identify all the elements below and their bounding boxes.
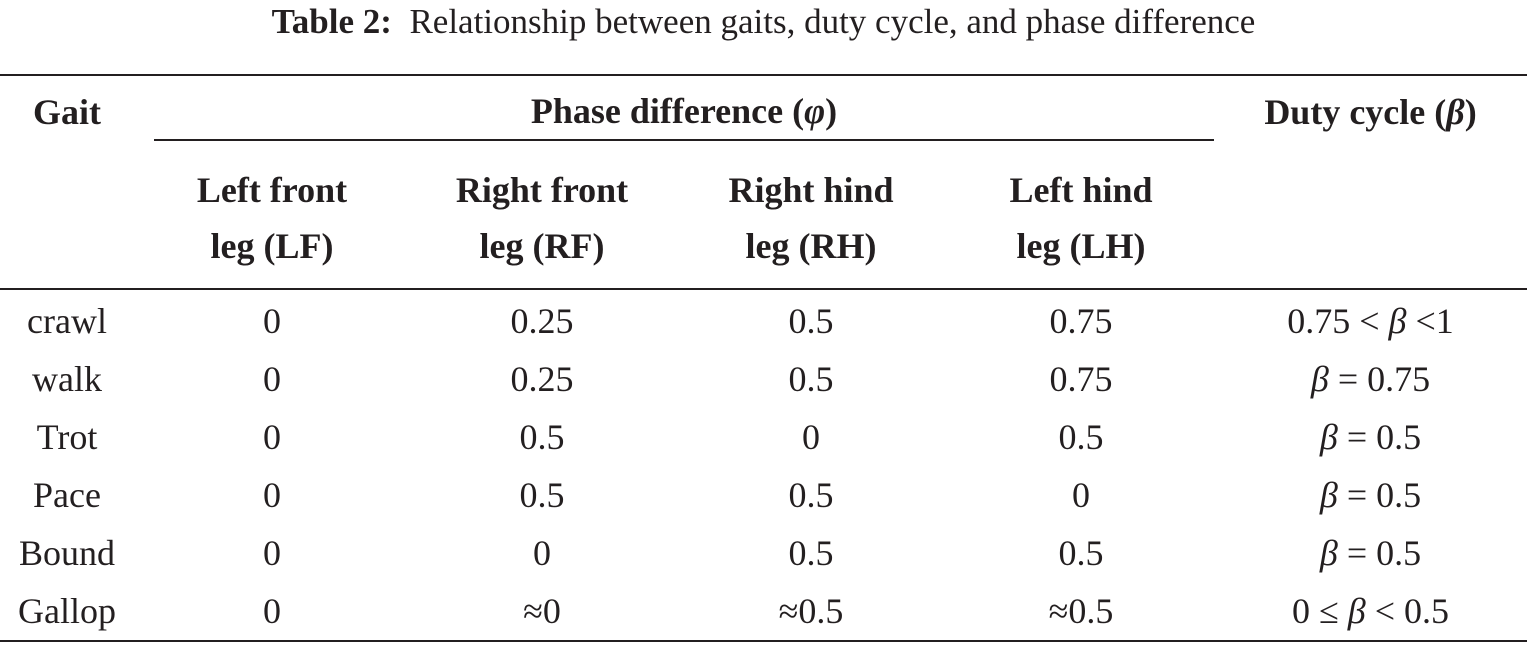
phase-group-rule: Phase difference (φ) (154, 83, 1215, 141)
beta-symbol: β (1388, 301, 1407, 341)
cell-lf: 0 (263, 301, 281, 341)
cell-lh: 0.5 (1058, 533, 1104, 573)
table-row: Pace 0 0.5 0.5 0 β = 0.5 (0, 466, 1527, 524)
table-row: walk 0 0.25 0.5 0.75 β = 0.75 (0, 350, 1527, 408)
beta-symbol: β (1347, 591, 1366, 631)
cell-duty: β = 0.5 (1214, 466, 1527, 524)
duty-suffix: = 0.5 (1337, 475, 1422, 515)
table-row: Bound 0 0 0.5 0.5 β = 0.5 (0, 524, 1527, 582)
table-caption: Table 2: Relationship between gaits, dut… (0, 0, 1527, 48)
cell-lh: 0.75 (1049, 301, 1113, 341)
header-rh: Right hind leg (RH) (674, 148, 948, 288)
cell-gait: Pace (33, 475, 101, 515)
cell-rf: ≈0 (410, 582, 674, 642)
cell-lh: 0 (1072, 475, 1090, 515)
duty-suffix: = 0.75 (1328, 359, 1431, 399)
header-lf-line2: leg (LF) (210, 226, 334, 266)
header-lh: Left hind leg (LH) (948, 148, 1214, 288)
cell-rh: 0.5 (788, 301, 834, 341)
table-row: Gallop 0 ≈0 ≈0.5 ≈0.5 0 ≤ β < 0.5 (0, 582, 1527, 642)
beta-symbol: β (1310, 359, 1329, 399)
cell-rh: 0 (802, 417, 820, 457)
beta-symbol: β (1319, 533, 1338, 573)
cell-rf: 0.5 (519, 475, 565, 515)
header-rf-line2: leg (RF) (479, 226, 605, 266)
phi-symbol: φ (804, 91, 826, 131)
cell-duty: β = 0.5 (1214, 408, 1527, 466)
header-duty-pre: Duty cycle ( (1264, 92, 1447, 132)
header-lf-line1: Left front (196, 170, 348, 210)
header-duty-cycle: Duty cycle (β) (1214, 74, 1527, 288)
header-lh-line2: leg (LH) (1016, 226, 1146, 266)
cell-duty: 0 ≤ β < 0.5 (1214, 582, 1527, 642)
table-row: crawl 0 0.25 0.5 0.75 0.75 < β <1 (0, 289, 1527, 350)
cell-lf: 0 (263, 533, 281, 573)
cell-rf: 0.25 (510, 359, 574, 399)
table-body: crawl 0 0.25 0.5 0.75 0.75 < β <1 walk 0… (0, 289, 1527, 642)
beta-symbol: β (1319, 475, 1338, 515)
cell-lh: 0.5 (1058, 417, 1104, 457)
cell-rh: 0.5 (788, 475, 834, 515)
cell-gait: Trot (36, 417, 98, 457)
cell-gait: walk (32, 359, 102, 399)
header-phase-pre: Phase difference ( (530, 91, 805, 131)
cell-lf: 0 (134, 582, 410, 642)
header-rf: Right front leg (RF) (410, 148, 674, 288)
table-row: Trot 0 0.5 0 0.5 β = 0.5 (0, 408, 1527, 466)
caption-text: Relationship between gaits, duty cycle, … (409, 2, 1256, 41)
header-lf: Left front leg (LF) (134, 148, 410, 288)
cell-rh: ≈0.5 (674, 582, 948, 642)
beta-symbol: β (1446, 92, 1465, 132)
duty-suffix: = 0.5 (1337, 417, 1422, 457)
cell-gait: Gallop (0, 582, 134, 642)
gait-table: Gait Phase difference (φ) Duty cycle (β)… (0, 74, 1527, 642)
caption-label: Table 2: (271, 2, 392, 41)
header-phase-post: ) (825, 91, 838, 131)
cell-lh: 0.75 (1049, 359, 1113, 399)
duty-prefix: 0 ≤ (1292, 591, 1348, 631)
cell-rf: 0 (533, 533, 551, 573)
cell-rh: 0.5 (788, 533, 834, 573)
header-rh-line2: leg (RH) (745, 226, 877, 266)
cell-lf: 0 (263, 359, 281, 399)
header-gait: Gait (0, 74, 134, 288)
cell-rf: 0.5 (519, 417, 565, 457)
cell-gait: crawl (27, 301, 107, 341)
duty-prefix: 0.75 < (1287, 301, 1389, 341)
cell-lh: ≈0.5 (948, 582, 1215, 642)
cell-rh: 0.5 (788, 359, 834, 399)
cell-duty: β = 0.75 (1214, 350, 1527, 408)
header-duty-post: ) (1464, 92, 1477, 132)
duty-suffix: < 0.5 (1365, 591, 1450, 631)
beta-symbol: β (1319, 417, 1338, 457)
cell-gait: Bound (18, 533, 115, 573)
header-gait-label: Gait (33, 92, 101, 132)
header-rf-line1: Right front (455, 170, 629, 210)
header-lh-line1: Left hind (1009, 170, 1153, 210)
cell-rf: 0.25 (510, 301, 574, 341)
cell-lf: 0 (263, 475, 281, 515)
duty-suffix: = 0.5 (1337, 533, 1422, 573)
duty-suffix: <1 (1406, 301, 1454, 341)
header-rh-line1: Right hind (728, 170, 894, 210)
cell-duty: β = 0.5 (1214, 524, 1527, 582)
cell-duty: 0.75 < β <1 (1214, 289, 1527, 350)
header-phase-difference: Phase difference (φ) (134, 74, 1215, 148)
cell-lf: 0 (263, 417, 281, 457)
